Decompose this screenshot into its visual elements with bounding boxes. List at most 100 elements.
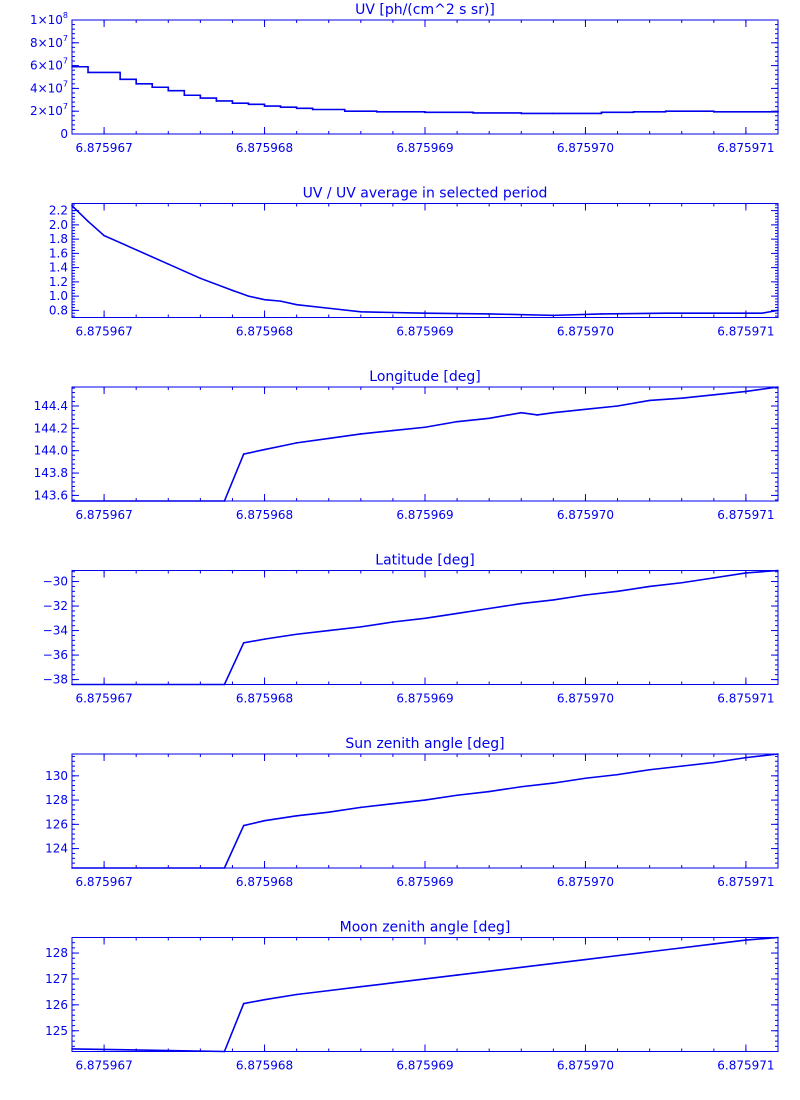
x-tick-label: 6.875968 — [236, 508, 293, 522]
data-point — [680, 397, 683, 399]
data-point — [242, 453, 245, 455]
data-point — [424, 426, 426, 429]
plot-frame — [71, 570, 779, 685]
data-point — [648, 585, 651, 588]
data-point — [295, 993, 298, 996]
x-tick-label: 6.875971 — [717, 875, 774, 889]
data-point — [456, 974, 458, 976]
y-tick-label: 6×107 — [30, 57, 68, 73]
y-tick-label: 125 — [45, 1024, 68, 1038]
data-point — [392, 429, 394, 432]
chart-title: Longitude [deg] — [369, 369, 480, 385]
data-point — [223, 867, 226, 869]
x-tick-label: 6.875971 — [717, 692, 774, 706]
x-tick-label: 6.875970 — [557, 875, 614, 889]
data-point — [424, 617, 426, 620]
series-line-1 — [72, 65, 779, 115]
x-tick-label: 6.875971 — [717, 508, 774, 522]
chart-title: Latitude [deg] — [375, 553, 474, 569]
data-point — [71, 867, 73, 869]
x-tick-label: 6.875967 — [75, 1059, 132, 1073]
data-point — [745, 572, 747, 574]
data-point — [424, 111, 426, 114]
x-tick-label: 6.875970 — [557, 692, 614, 706]
y-tick-label: 1.8 — [49, 232, 68, 246]
y-tick-label: 2.2 — [49, 204, 68, 218]
y-tick-label: 128 — [45, 946, 68, 960]
data-point — [223, 500, 226, 502]
data-point — [456, 794, 458, 797]
x-tick-label: 6.875967 — [75, 508, 132, 522]
data-point — [584, 958, 587, 961]
data-point — [263, 638, 266, 640]
data-point — [231, 289, 234, 292]
data-point — [392, 621, 394, 623]
data-point — [295, 107, 298, 110]
data-point — [488, 313, 490, 315]
y-tick-label: 0 — [60, 127, 68, 141]
data-point — [616, 773, 619, 776]
data-point — [713, 943, 715, 945]
data-point — [327, 811, 330, 814]
y-tick-label: −36 — [43, 648, 68, 662]
data-point — [376, 110, 378, 113]
data-point — [167, 89, 170, 92]
y-tick-label: 143.6 — [34, 488, 68, 502]
y-tick-label: 8×107 — [30, 34, 68, 50]
series-line-1 — [71, 205, 779, 317]
data-point — [360, 626, 362, 628]
y-tick-label: 1.0 — [49, 289, 68, 303]
data-point — [199, 277, 202, 280]
x-tick-label: 6.875967 — [75, 692, 132, 706]
data-point — [295, 442, 298, 444]
plot-frame — [71, 753, 779, 869]
data-point — [360, 311, 362, 313]
data-point — [777, 386, 779, 388]
data-point — [488, 607, 490, 610]
data-point — [472, 112, 474, 114]
data-point — [295, 303, 298, 306]
x-tick-label: 6.875970 — [557, 1059, 614, 1073]
data-point — [520, 411, 523, 414]
data-point — [488, 417, 490, 420]
y-tick-label: 2.0 — [49, 218, 68, 232]
data-point — [215, 100, 218, 102]
chart-panel-6: Moon zenith angle [deg] 6.875967 6.875968 6… — [45, 920, 779, 1073]
data-point — [392, 802, 394, 805]
data-point — [584, 594, 587, 596]
data-point — [680, 947, 683, 949]
data-point — [135, 249, 137, 251]
data-point — [520, 602, 523, 605]
data-point — [87, 71, 89, 74]
y-tick-label: 124 — [45, 842, 68, 856]
data-point — [584, 408, 587, 411]
x-tick-label: 6.875968 — [236, 1059, 293, 1073]
data-point — [600, 313, 603, 315]
data-point — [263, 105, 266, 107]
x-tick-label: 6.875968 — [236, 692, 293, 706]
data-point — [777, 110, 779, 112]
chart-panel-2: UV / UV average in selected period 6.8759… — [49, 186, 779, 339]
data-point — [761, 312, 763, 315]
data-point — [247, 295, 250, 297]
data-point — [263, 998, 266, 1001]
plot-frame — [71, 937, 779, 1052]
chart-title: Moon zenith angle [deg] — [340, 920, 511, 936]
data-point — [745, 939, 747, 941]
data-point — [664, 312, 667, 315]
data-point — [199, 97, 202, 99]
data-point — [552, 411, 555, 414]
data-point — [777, 753, 779, 755]
data-point — [745, 390, 747, 393]
data-point — [648, 399, 651, 402]
data-point — [311, 108, 314, 111]
y-tick-label: 0.8 — [49, 303, 68, 317]
x-tick-label: 6.875971 — [717, 1059, 774, 1073]
y-tick-label: 126 — [45, 998, 68, 1012]
x-tick-label: 6.875971 — [717, 141, 774, 155]
data-point — [536, 414, 539, 416]
plot-frame — [71, 386, 779, 502]
y-tick-label: −34 — [43, 624, 68, 638]
data-point — [777, 936, 779, 939]
